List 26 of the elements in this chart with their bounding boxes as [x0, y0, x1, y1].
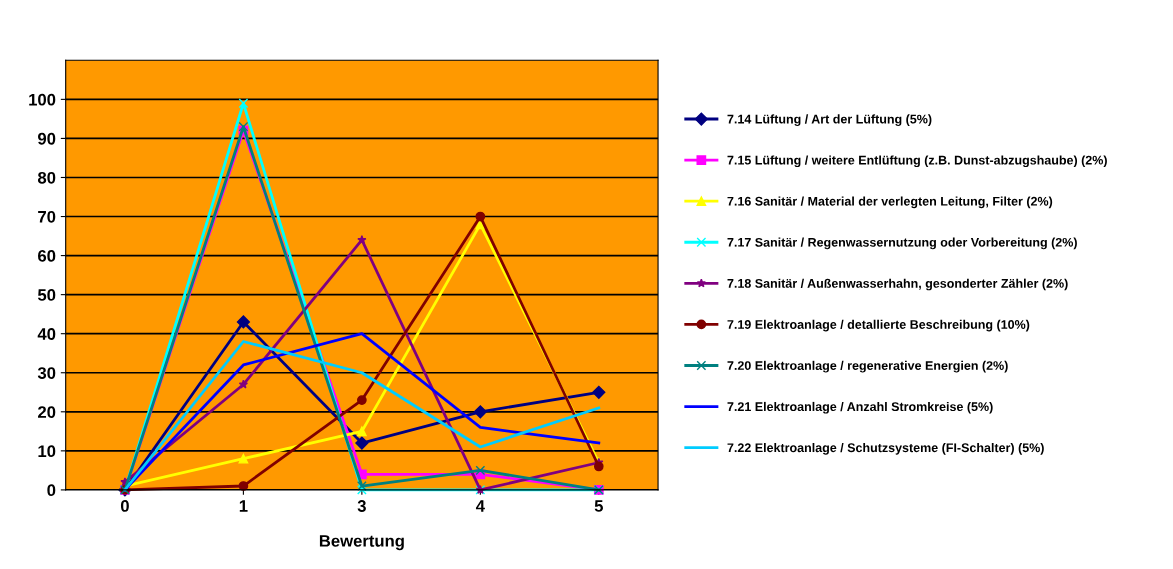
y-tick-label: 20: [38, 406, 56, 418]
y-tick-label: 90: [38, 132, 56, 145]
legend-label: 7.15 Lüftung / weitere Entlüftung (z.B. Dunst-abzugshaube) (2%): [727, 155, 1107, 168]
y-tick-label: 80: [37, 171, 56, 184]
y-tick-label: 70: [38, 210, 56, 223]
legend-label: 7.22 Elektroanlage / Schutzsysteme (FI-Schalter) (5%): [727, 442, 1044, 455]
x-tick-label: 5: [594, 500, 603, 512]
y-tick-label: 50: [37, 289, 56, 301]
legend-label: 7.17 Sanitär / Regenwassernutzung oder Vorbereitung (2%): [727, 237, 1077, 250]
legend-label: 7.16 Sanitär / Material der verlegten Leitung, Filter (2%): [727, 196, 1053, 209]
x-tick-label: 4: [475, 500, 485, 512]
legend-label: 7.14 Lüftung / Art der Lüftung (5%): [727, 114, 932, 127]
y-tick-label: 30: [37, 367, 56, 379]
y-tick-label: 60: [38, 249, 56, 262]
y-tick-label: 0: [47, 484, 56, 497]
y-tick-label: 40: [37, 328, 56, 340]
x-tick-label: 1: [239, 500, 248, 512]
legend-label: 7.20 Elektroanlage / regenerative Energien (2%): [727, 360, 1008, 373]
y-tick-label: 100: [29, 93, 56, 106]
x-tick-label: 0: [120, 500, 129, 512]
legend-label: 7.19 Elektroanlage / detallierte Beschreibung (10%): [727, 319, 1030, 332]
x-axis-title: Bewertung: [319, 535, 404, 551]
y-tick-label: 10: [38, 445, 56, 458]
legend-label: 7.21 Elektroanlage / Anzahl Stromkreise (5%): [727, 401, 993, 414]
legend-label: 7.18 Sanitär / Außenwasserhahn, gesonderter Zähler (2%): [727, 278, 1068, 291]
x-tick-label: 3: [357, 500, 366, 512]
